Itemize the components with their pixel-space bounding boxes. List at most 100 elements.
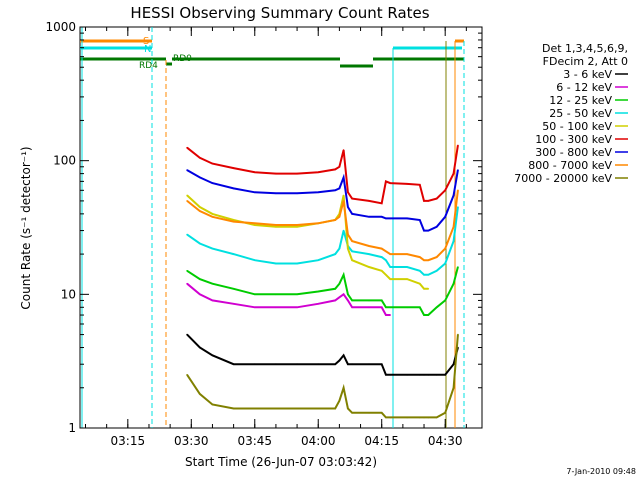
data-point [275,172,277,175]
data-point [385,306,387,309]
data-point [186,146,188,149]
data-point [452,194,455,197]
legend-label: 25 - 50 keV [549,107,612,120]
data-point [406,278,408,280]
x-tick-label: 03:30 [174,434,209,448]
data-point [452,387,455,389]
y-tick-label: 1000 [45,20,76,34]
data-point [334,299,337,302]
data-point [296,293,298,296]
data-point [389,314,392,316]
legend-label: 6 - 12 keV [556,81,612,94]
x-tick-label: 04:15 [364,434,399,448]
data-point [211,213,214,215]
data-point [389,266,392,268]
data-point [347,407,349,410]
data-point [457,169,459,171]
data-point [211,247,214,250]
data-point [406,306,408,309]
data-point [317,290,320,293]
data-point [435,306,438,309]
data-point [342,200,345,202]
data-point [444,374,447,376]
data-point [419,282,421,285]
data-point [423,200,425,202]
data-point [232,407,235,410]
data-point [296,407,298,410]
data-point [419,256,421,258]
data-point [380,412,383,414]
flag-s-label: S [143,36,149,47]
data-point [419,219,421,221]
data-point [334,189,337,192]
data-point [423,314,425,316]
data-point [423,274,425,276]
data-point [254,171,256,173]
data-point [334,219,337,221]
data-point [211,182,214,184]
data-point [419,416,421,419]
y-tick-label: 1 [68,421,76,435]
data-point [186,200,188,202]
data-point [232,288,235,290]
data-point [275,293,277,296]
data-point [199,210,201,212]
data-point [296,262,298,265]
data-point [317,222,320,225]
data-point [457,266,459,268]
data-point [342,149,345,151]
data-point [351,299,353,302]
data-point [457,333,459,336]
data-point [452,363,455,366]
data-point [368,200,370,202]
data-point [186,270,188,272]
data-point [444,247,447,250]
legend-label: 12 - 25 keV [549,94,612,107]
data-point [347,293,349,296]
data-point [338,296,341,299]
data-point [406,266,408,268]
data-point [427,416,430,419]
data-point [406,374,408,376]
data-point [199,293,201,296]
plot-frame [79,26,483,429]
data-point [254,363,256,366]
data-point [351,250,353,253]
data-point [444,299,447,302]
data-point [444,262,447,265]
chart-title: HESSI Observing Summary Count Rates [130,4,429,22]
data-point [435,416,438,419]
data-point [254,191,256,194]
data-point [211,403,214,406]
data-point [296,172,298,175]
data-point [423,259,425,262]
data-point [457,144,459,147]
data-point [368,216,370,218]
data-point [427,288,430,290]
data-point [186,282,188,285]
data-point [232,363,235,366]
data-point [423,288,425,290]
data-point [351,363,353,366]
data-point [368,266,370,268]
data-point [275,407,277,410]
legend-label: 800 - 7000 keV [528,159,612,172]
data-point [275,192,277,195]
data-point [317,363,320,366]
data-point [317,303,320,305]
data-point [380,247,383,250]
data-point [254,306,256,309]
data-point [296,226,298,228]
data-point [232,219,235,221]
data-point [211,299,214,302]
data-point [317,259,320,262]
data-point [368,253,370,255]
data-point [211,282,214,285]
data-point [338,359,341,362]
data-point [368,306,370,309]
data-point [380,202,383,205]
y-axis-label: Count Rate (s⁻¹ detector⁻¹) [19,146,33,309]
y-tick-label: 100 [53,154,76,168]
data-point [347,233,349,236]
data-point [385,274,387,276]
